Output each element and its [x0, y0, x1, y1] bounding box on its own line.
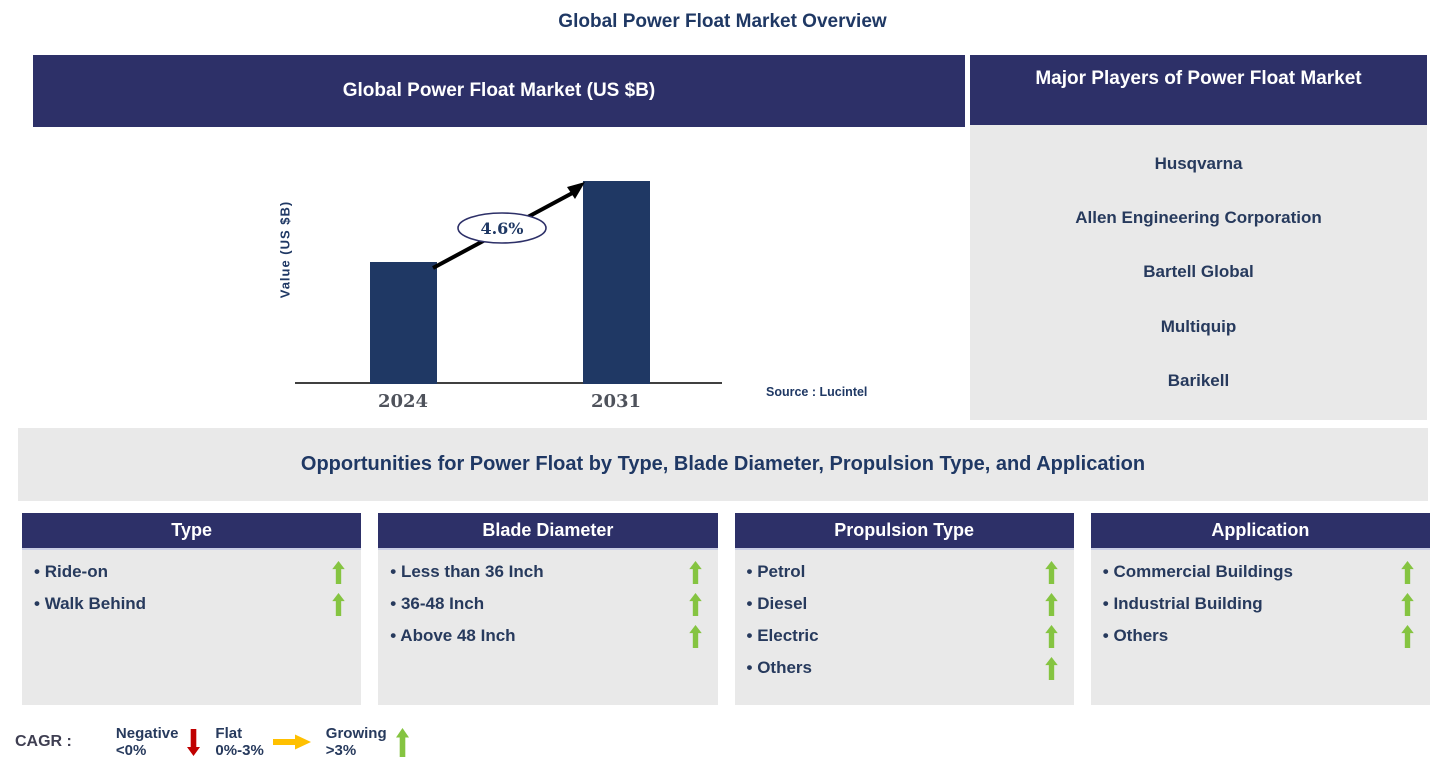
item-label: 36-48 Inch — [390, 594, 484, 614]
column-header: Type — [22, 513, 362, 550]
legend-entry-range: <0% — [115, 742, 147, 759]
item-label: Above 48 Inch — [390, 626, 515, 646]
up-arrow-icon — [688, 560, 702, 584]
legend-entry-range: >3% — [325, 742, 357, 759]
up-arrow-icon — [688, 624, 702, 648]
up-arrow-icon — [1401, 560, 1414, 584]
list-item: Petrol — [747, 560, 1058, 584]
top-row: Global Power Float Market (US $B) Value … — [33, 55, 1427, 420]
column-body: Ride-on Walk Behind — [22, 550, 362, 705]
cagr-ellipse — [457, 212, 547, 244]
opportunity-column-application: Application Commercial Buildings Industr… — [1090, 513, 1430, 705]
item-label: Diesel — [747, 594, 807, 614]
opportunities-banner: Opportunities for Power Float by Type, B… — [18, 428, 1428, 501]
up-arrow-icon — [1401, 592, 1414, 616]
list-item: Ride-on — [34, 560, 345, 584]
major-players-header: Major Players of Power Float Market — [970, 55, 1427, 125]
up-arrow-icon — [332, 560, 345, 584]
company-name: Husqvarna — [1154, 154, 1243, 174]
column-header: Propulsion Type — [734, 513, 1074, 550]
x-axis-line — [295, 382, 722, 384]
list-item: Electric — [747, 624, 1058, 648]
item-label: Industrial Building — [1103, 594, 1262, 614]
legend-entry-growing: Growing >3% — [326, 725, 409, 759]
column-body: Petrol Diesel Electric Others — [734, 550, 1074, 705]
growth-arrow-head-icon — [567, 182, 585, 199]
list-item: Others — [1103, 624, 1414, 648]
item-label: Less than 36 Inch — [390, 562, 544, 582]
legend-entry-name: Negative — [115, 725, 179, 742]
up-arrow-icon — [1045, 656, 1058, 680]
column-body: Less than 36 Inch 36-48 Inch Above 48 In… — [378, 550, 718, 705]
company-name: Bartell Global — [1143, 262, 1254, 282]
list-item: 36-48 Inch — [390, 592, 702, 616]
page-title: Global Power Float Market Overview — [558, 11, 887, 32]
opportunity-column-propulsion-type: Propulsion Type Petrol Diesel Electric O… — [734, 513, 1074, 705]
legend-entry-negative: Negative <0% — [116, 725, 201, 759]
list-item: Walk Behind — [34, 592, 345, 616]
list-item: Above 48 Inch — [390, 624, 702, 648]
up-arrow-icon — [1045, 624, 1058, 648]
legend-entry-flat: Flat 0%-3% — [215, 725, 311, 759]
up-arrow-icon — [332, 592, 345, 616]
item-label: Walk Behind — [34, 594, 146, 614]
opportunity-columns: Type Ride-on Walk Behind Blade Diameter … — [22, 513, 1430, 705]
item-label: Others — [1103, 626, 1168, 646]
opportunity-column-blade-diameter: Blade Diameter Less than 36 Inch 36-48 I… — [378, 513, 718, 705]
company-name: Allen Engineering Corporation — [1075, 208, 1322, 228]
opportunity-column-type: Type Ride-on Walk Behind — [22, 513, 362, 705]
x-label-2024: 2024 — [377, 391, 429, 412]
item-label: Ride-on — [34, 562, 108, 582]
list-item: Commercial Buildings — [1103, 560, 1414, 584]
down-arrow-icon — [187, 728, 201, 756]
column-header: Application — [1090, 513, 1430, 550]
bar-chart: Value (US $B) 4.6% 2024 2031 Source : Lu… — [33, 127, 965, 420]
major-players-list: Husqvarna Allen Engineering Corporation … — [970, 125, 1427, 420]
market-chart-panel: Global Power Float Market (US $B) Value … — [33, 55, 965, 420]
column-header: Blade Diameter — [378, 513, 718, 550]
legend-entry-range: 0%-3% — [215, 742, 264, 759]
chart-panel-header: Global Power Float Market (US $B) — [33, 55, 965, 127]
up-arrow-icon — [1045, 560, 1058, 584]
legend-entry-text: Negative <0% — [116, 725, 179, 759]
right-arrow-icon — [272, 734, 311, 750]
item-label: Petrol — [747, 562, 805, 582]
list-item: Others — [747, 656, 1058, 680]
legend-entry-name: Flat — [215, 725, 243, 742]
item-label: Commercial Buildings — [1103, 562, 1292, 582]
up-arrow-icon — [1045, 592, 1058, 616]
company-name: Barikell — [1167, 370, 1230, 390]
up-arrow-icon — [395, 727, 409, 757]
column-body: Commercial Buildings Industrial Building… — [1090, 550, 1430, 705]
list-item: Industrial Building — [1103, 592, 1414, 616]
growth-annotation: 4.6% — [432, 182, 585, 270]
cagr-value: 4.6% — [480, 219, 523, 238]
x-label-2031: 2031 — [590, 391, 642, 412]
up-arrow-icon — [1401, 624, 1414, 648]
legend-label: CAGR : — [15, 733, 72, 750]
item-label: Electric — [747, 626, 818, 646]
legend-entry-text: Growing >3% — [326, 725, 387, 759]
bar-2031 — [583, 181, 650, 384]
legend-entry-name: Growing — [325, 725, 387, 742]
cagr-legend: CAGR : Negative <0% Flat 0%-3% Growing >… — [15, 725, 1445, 759]
item-label: Others — [747, 658, 812, 678]
list-item: Diesel — [747, 592, 1058, 616]
up-arrow-icon — [688, 592, 702, 616]
source-note: Source : Lucintel — [766, 385, 868, 399]
legend-entry-text: Flat 0%-3% — [215, 725, 263, 759]
bar-2024 — [370, 262, 437, 384]
company-name: Multiquip — [1160, 316, 1237, 336]
list-item: Less than 36 Inch — [390, 560, 702, 584]
major-players-panel: Major Players of Power Float Market Husq… — [970, 55, 1427, 420]
